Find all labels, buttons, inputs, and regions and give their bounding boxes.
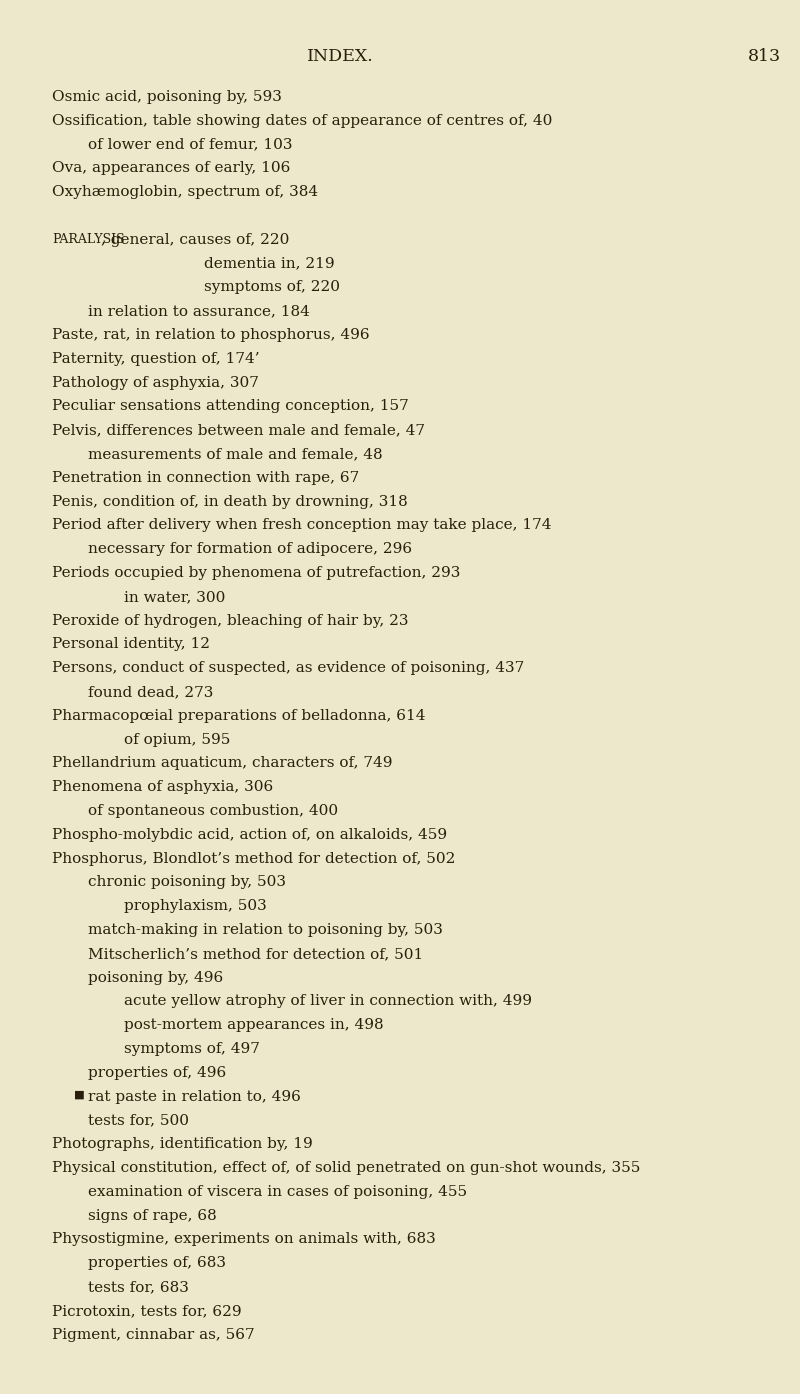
Text: Phospho-molybdic acid, action of, on alkaloids, 459: Phospho-molybdic acid, action of, on alk… [52, 828, 447, 842]
Text: Pharmacopœial preparations of belladonna, 614: Pharmacopœial preparations of belladonna… [52, 708, 426, 723]
Text: Physical constitution, effect of, of solid penetrated on gun-shot wounds, 355: Physical constitution, effect of, of sol… [52, 1161, 640, 1175]
Text: of lower end of femur, 103: of lower end of femur, 103 [88, 138, 293, 152]
Text: , general, causes of, 220: , general, causes of, 220 [101, 233, 289, 247]
Text: Phellandrium aquaticum, characters of, 749: Phellandrium aquaticum, characters of, 7… [52, 757, 393, 771]
Text: post-mortem appearances in, 498: post-mortem appearances in, 498 [124, 1018, 384, 1032]
Text: Pathology of asphyxia, 307: Pathology of asphyxia, 307 [52, 375, 259, 389]
Text: Paste, rat, in relation to phosphorus, 496: Paste, rat, in relation to phosphorus, 4… [52, 328, 370, 342]
Text: Photographs, identification by, 19: Photographs, identification by, 19 [52, 1138, 313, 1151]
Text: 813: 813 [748, 47, 781, 66]
Text: prophylaxism, 503: prophylaxism, 503 [124, 899, 266, 913]
Text: of opium, 595: of opium, 595 [124, 733, 230, 747]
Text: Pigment, cinnabar as, 567: Pigment, cinnabar as, 567 [52, 1327, 254, 1341]
Text: properties of, 496: properties of, 496 [88, 1066, 226, 1080]
Text: Picrotoxin, tests for, 629: Picrotoxin, tests for, 629 [52, 1303, 242, 1317]
Text: Penis, condition of, in death by drowning, 318: Penis, condition of, in death by drownin… [52, 495, 408, 509]
Text: Ova, appearances of early, 106: Ova, appearances of early, 106 [52, 162, 290, 176]
Text: properties of, 683: properties of, 683 [88, 1256, 226, 1270]
Text: Oxyhæmoglobin, spectrum of, 384: Oxyhæmoglobin, spectrum of, 384 [52, 185, 318, 199]
Text: necessary for formation of adipocere, 296: necessary for formation of adipocere, 29… [88, 542, 412, 556]
Text: tests for, 500: tests for, 500 [88, 1114, 189, 1128]
Text: in water, 300: in water, 300 [124, 590, 226, 604]
Text: Phenomena of asphyxia, 306: Phenomena of asphyxia, 306 [52, 781, 274, 795]
Text: Pelvis, differences between male and female, 47: Pelvis, differences between male and fem… [52, 424, 425, 438]
Text: Persons, conduct of suspected, as evidence of poisoning, 437: Persons, conduct of suspected, as eviden… [52, 661, 524, 675]
Text: Osmic acid, poisoning by, 593: Osmic acid, poisoning by, 593 [52, 91, 282, 105]
Text: examination of viscera in cases of poisoning, 455: examination of viscera in cases of poiso… [88, 1185, 467, 1199]
Text: Ossification, table showing dates of appearance of centres of, 40: Ossification, table showing dates of app… [52, 114, 552, 128]
Text: Periods occupied by phenomena of putrefaction, 293: Periods occupied by phenomena of putrefa… [52, 566, 460, 580]
Text: Period after delivery when fresh conception may take place, 174: Period after delivery when fresh concept… [52, 519, 551, 533]
Text: measurements of male and female, 48: measurements of male and female, 48 [88, 447, 382, 461]
Text: PARALYSIS: PARALYSIS [52, 233, 125, 245]
Text: ■: ■ [74, 1090, 85, 1100]
Text: acute yellow atrophy of liver in connection with, 499: acute yellow atrophy of liver in connect… [124, 994, 532, 1008]
Text: poisoning by, 496: poisoning by, 496 [88, 970, 223, 984]
Text: Phosphorus, Blondlot’s method for detection of, 502: Phosphorus, Blondlot’s method for detect… [52, 852, 455, 866]
Text: in relation to assurance, 184: in relation to assurance, 184 [88, 304, 310, 318]
Text: tests for, 683: tests for, 683 [88, 1280, 189, 1294]
Text: found dead, 273: found dead, 273 [88, 684, 214, 698]
Text: Physostigmine, experiments on animals with, 683: Physostigmine, experiments on animals wi… [52, 1232, 436, 1246]
Text: Penetration in connection with rape, 67: Penetration in connection with rape, 67 [52, 471, 359, 485]
Text: of spontaneous combustion, 400: of spontaneous combustion, 400 [88, 804, 338, 818]
Text: dementia in, 219: dementia in, 219 [204, 256, 334, 270]
Text: Paternity, question of, 174’: Paternity, question of, 174’ [52, 351, 260, 365]
Text: Mitscherlich’s method for detection of, 501: Mitscherlich’s method for detection of, … [88, 947, 423, 960]
Text: signs of rape, 68: signs of rape, 68 [88, 1209, 217, 1223]
Text: symptoms of, 497: symptoms of, 497 [124, 1041, 260, 1057]
Text: rat paste in relation to, 496: rat paste in relation to, 496 [88, 1090, 301, 1104]
Text: INDEX.: INDEX. [306, 47, 374, 66]
Text: symptoms of, 220: symptoms of, 220 [204, 280, 340, 294]
Text: Peroxide of hydrogen, bleaching of hair by, 23: Peroxide of hydrogen, bleaching of hair … [52, 613, 409, 627]
Text: match-making in relation to poisoning by, 503: match-making in relation to poisoning by… [88, 923, 443, 937]
Text: chronic poisoning by, 503: chronic poisoning by, 503 [88, 875, 286, 889]
Text: Peculiar sensations attending conception, 157: Peculiar sensations attending conception… [52, 400, 409, 414]
Text: Personal identity, 12: Personal identity, 12 [52, 637, 210, 651]
